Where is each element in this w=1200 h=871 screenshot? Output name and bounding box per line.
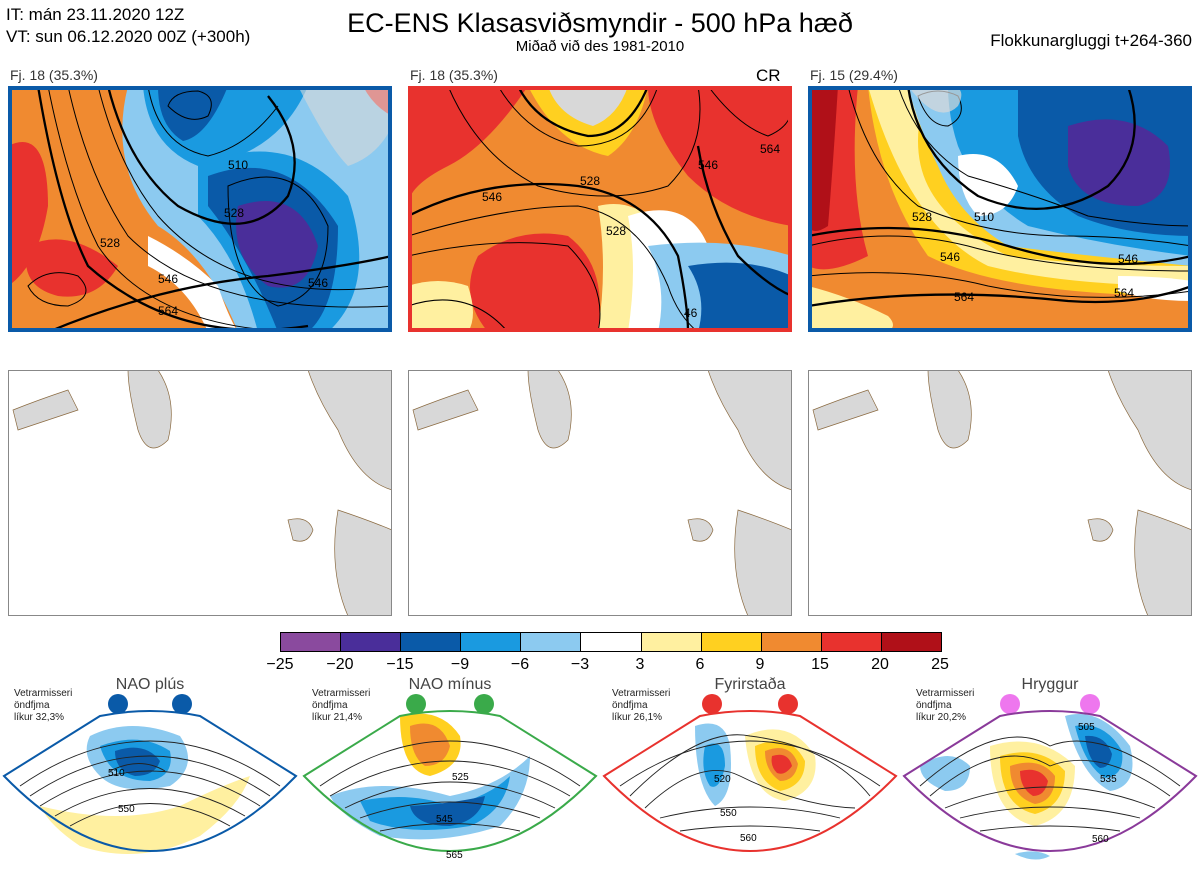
info-line: öndfjma: [612, 700, 648, 711]
contour-label: 46: [684, 306, 698, 320]
regime-contour-label: 550: [118, 804, 135, 815]
colorbar-tick: 20: [871, 656, 889, 673]
contour-label: 546: [698, 158, 719, 172]
regime-contour-label: 560: [740, 833, 757, 844]
colorbar-swatch: [461, 633, 522, 651]
info-line: Vetrarmisseri: [916, 688, 975, 699]
regime-blocking: Vetrarmisseri öndfjma líkur 26,1% Fyrirs…: [600, 676, 900, 871]
anomaly-colorbar: [280, 632, 942, 652]
contour-label: 528: [100, 236, 121, 250]
contour-label: 546: [308, 276, 329, 290]
info-line: líkur 32,3%: [14, 712, 65, 723]
cluster-2-tag: CR: [756, 66, 781, 85]
colorbar-tick: 9: [755, 656, 765, 673]
colorbar-tick: 6: [695, 656, 705, 673]
colorbar-tick: 25: [931, 656, 949, 673]
info-line: öndfjma: [14, 700, 50, 711]
info-line: líkur 21,4%: [312, 712, 363, 723]
info-line: Vetrarmisseri: [312, 688, 371, 699]
colorbar-tick: −25: [266, 656, 294, 673]
contour-label: 528: [912, 210, 933, 224]
contour-label: 546: [158, 272, 179, 286]
colorbar-swatch: [701, 633, 762, 651]
classification-window: Flokkunargluggi t+264-360: [990, 31, 1192, 50]
info-line: líkur 26,1%: [612, 712, 663, 723]
regime-contour-label: 550: [720, 808, 737, 819]
info-line: Vetrarmisseri: [14, 688, 73, 699]
cluster-2-map: 528 546 528 546 564 46: [408, 86, 792, 332]
valid-time: VT: sun 06.12.2020 00Z (+300h): [6, 27, 251, 46]
info-line: líkur 20,2%: [916, 712, 967, 723]
empty-map-1: [8, 370, 392, 616]
regime-info: Vetrarmisseri öndfjma líkur 32,3%: [14, 688, 72, 724]
regime-name: Fyrirstaða: [714, 676, 786, 693]
regime-contour-label: 535: [1100, 774, 1117, 785]
regime-contour-label: 510: [108, 768, 125, 779]
contour-label: 564: [760, 142, 781, 156]
colorbar-swatch: [581, 633, 642, 651]
contour-label: 564: [158, 304, 179, 318]
colorbar-tick: −9: [450, 656, 470, 673]
regime-contour-label: 520: [714, 774, 731, 785]
colorbar-swatch: [401, 633, 462, 651]
contour-label: 546: [1118, 252, 1139, 266]
page-subtitle: Miðað við des 1981-2010: [515, 38, 685, 55]
colorbar-tick: 3: [635, 656, 645, 673]
regime-info: Vetrarmisseri öndfjma líkur 21,4%: [312, 688, 370, 724]
colorbar-swatch: [881, 633, 942, 651]
contour-label: 564: [1114, 286, 1135, 300]
colorbar-tick: −6: [510, 656, 530, 673]
contour-label: 528: [606, 224, 627, 238]
colorbar-swatch: [761, 633, 822, 651]
colorbar-tick: −15: [386, 656, 414, 673]
contour-label: 510: [228, 158, 249, 172]
regime-contour-label: 545: [436, 814, 453, 825]
init-time: IT: mán 23.11.2020 12Z: [6, 5, 185, 24]
colorbar-swatch: [821, 633, 882, 651]
regime-contour-label: 505: [1078, 722, 1095, 733]
colorbar-swatch: [521, 633, 582, 651]
info-line: öndfjma: [312, 700, 348, 711]
regime-info: Vetrarmisseri öndfjma líkur 20,2%: [916, 688, 974, 724]
regime-nao-plus: Vetrarmisseri öndfjma líkur 32,3% NAO pl…: [0, 676, 300, 871]
colorbar-tick: −3: [570, 656, 590, 673]
regime-contour-label: 565: [446, 850, 463, 861]
regime-contour-label: 560: [1092, 834, 1109, 845]
empty-map-2: [408, 370, 792, 616]
regime-name: NAO plús: [115, 676, 185, 693]
colorbar-tick: 15: [811, 656, 829, 673]
contour-label: 510: [974, 210, 995, 224]
contour-label: 528: [580, 174, 601, 188]
colorbar-swatch: [641, 633, 702, 651]
colorbar-swatch: [341, 633, 402, 651]
contour-label: 546: [482, 190, 503, 204]
regime-name: NAO mínus: [408, 676, 492, 693]
empty-map-3: [808, 370, 1192, 616]
regime-contour-label: 525: [452, 772, 469, 783]
cluster-2-label: Fj. 18 (35.3%): [410, 67, 498, 83]
regime-ridge: Vetrarmisseri öndfjma líkur 20,2% Hryggu…: [900, 676, 1200, 871]
header-info: IT: mán 23.11.2020 12Z VT: sun 06.12.202…: [6, 4, 250, 48]
regime-info: Vetrarmisseri öndfjma líkur 26,1%: [612, 688, 670, 724]
contour-label: 546: [940, 250, 961, 264]
colorbar-swatch: [281, 633, 342, 651]
cluster-3-map: 510 528 546 564 546 564: [808, 86, 1192, 332]
cluster-1-label: Fj. 18 (35.3%): [10, 67, 98, 83]
info-line: öndfjma: [916, 700, 952, 711]
regime-nao-minus: Vetrarmisseri öndfjma líkur 21,4% NAO mí…: [300, 676, 600, 871]
page-title: EC-ENS Klasasviðsmyndir - 500 hPa hæð: [347, 8, 853, 38]
contour-label: 528: [224, 206, 245, 220]
contour-label: 564: [954, 290, 975, 304]
colorbar-tick: −20: [326, 656, 354, 673]
regime-name: Hryggur: [1021, 676, 1079, 693]
cluster-3-label: Fj. 15 (29.4%): [810, 67, 898, 83]
info-line: Vetrarmisseri: [612, 688, 671, 699]
cluster-1-map: 510 528 546 528 546 564: [8, 86, 392, 332]
